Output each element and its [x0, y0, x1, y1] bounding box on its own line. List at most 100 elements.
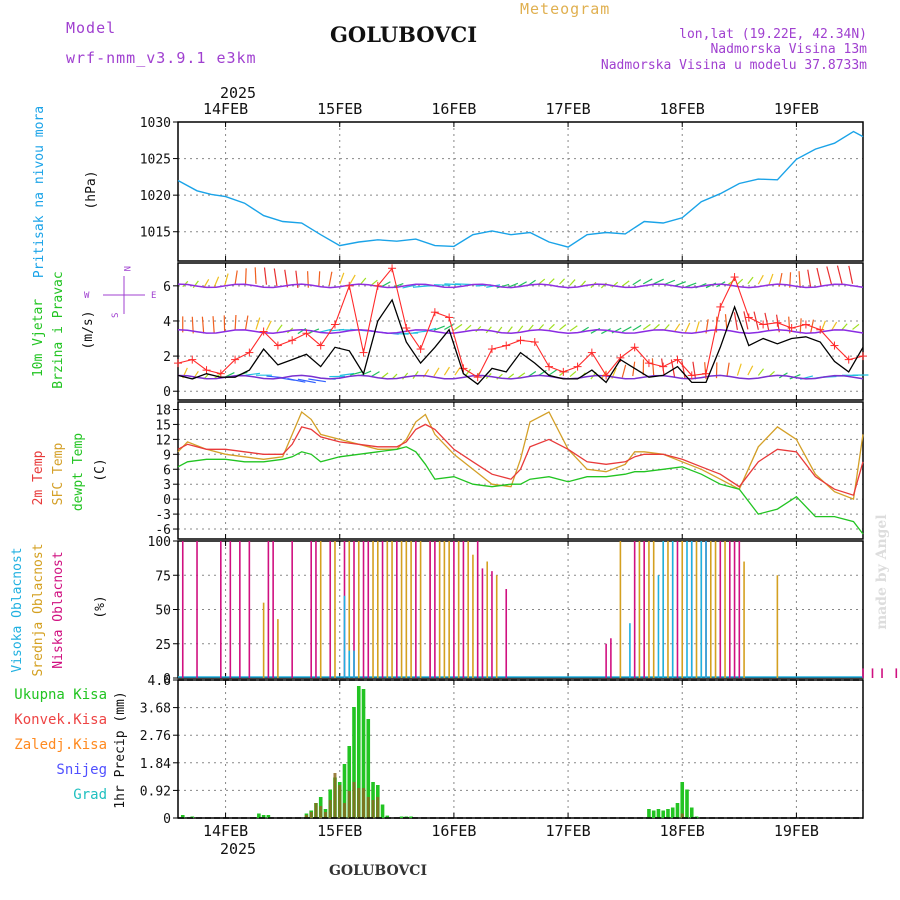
wind-direction-arrow: [663, 324, 670, 331]
wind-direction-arrow: [287, 378, 306, 383]
wind-direction-arrow: [569, 325, 578, 332]
wind-direction-arrow: [621, 364, 627, 378]
convective-precip-bar: [366, 797, 370, 818]
convective-precip-bar: [357, 788, 361, 818]
compass-south: S: [111, 313, 121, 318]
wind-ylabel: 10m Vjetar: [31, 299, 46, 377]
convective-precip-bar: [333, 773, 337, 818]
total-precip-bar: [399, 816, 404, 818]
total-precip-bar: [675, 803, 680, 818]
wind-direction-arrow: [737, 278, 744, 285]
wind-direction-arrow: [273, 268, 278, 287]
wind-band-line: [177, 374, 864, 380]
convective-precip-bar: [347, 791, 351, 818]
wind-frame: [177, 262, 864, 401]
temperature-ytick-label: -3: [155, 508, 171, 523]
wind-direction-arrow: [841, 323, 848, 330]
wind-direction-arrow: [517, 372, 526, 379]
wind-direction-arrow: [757, 368, 764, 376]
cloud-units: (%): [93, 595, 108, 618]
wind-direction-arrow: [726, 362, 730, 377]
total-precip-bar: [385, 815, 390, 818]
day-label-top: 14FEB: [203, 100, 248, 118]
precip-ytick-label: 0: [163, 812, 171, 827]
temperature-ytick-label: 3: [163, 478, 171, 493]
wind-direction-arrow: [642, 278, 653, 285]
convective-precip-bar: [680, 813, 684, 818]
day-label-top: 17FEB: [545, 100, 590, 118]
wind-ytick-label: 4: [163, 315, 171, 330]
compass-east: E: [151, 291, 156, 301]
wind-direction-arrow: [381, 372, 389, 379]
wind-direction-arrow: [831, 321, 838, 331]
wind-direction-arrow: [370, 279, 378, 286]
convective-precip-bar: [309, 812, 313, 818]
footer-station: GOLUBOVCI: [329, 863, 427, 879]
day-label-top: 18FEB: [660, 100, 705, 118]
wind-direction-arrow: [212, 316, 215, 333]
total-precip-bar: [409, 816, 413, 818]
wind-direction-arrow: [339, 372, 355, 377]
total-precip-bar: [352, 707, 356, 818]
convective-precip-bar: [352, 782, 356, 818]
legend-convective: Konvek.Kisa: [14, 712, 107, 728]
day-label-bottom: 15FEB: [317, 822, 362, 840]
wind-direction-arrow: [454, 323, 463, 330]
total-precip-bar: [651, 810, 656, 818]
precip-ylabel: 1hr Precip (mm): [113, 691, 128, 808]
wind-direction-arrow: [464, 324, 472, 331]
wind-direction-arrow: [694, 321, 700, 334]
total-precip-bar: [666, 809, 670, 818]
wind-direction-arrow: [496, 283, 510, 289]
temperature-ytick-label: 0: [163, 493, 171, 508]
wind-direction-arrow: [265, 320, 272, 331]
day-label-bottom: 17FEB: [545, 822, 590, 840]
low-cloud-ylabel: Niska Oblacnost: [51, 551, 66, 668]
wind-direction-arrow: [768, 273, 774, 286]
wind-direction-arrow: [308, 378, 326, 383]
wind-band-line: [177, 328, 864, 335]
precip-ytick-label: 1.84: [140, 757, 171, 772]
wind-direction-arrow: [559, 324, 567, 331]
high-cloud-ylabel: Visoka Oblacnost: [10, 547, 25, 672]
wind-direction-arrow: [651, 358, 655, 376]
wind-direction-arrow: [548, 369, 557, 376]
wind-direction-arrow: [621, 280, 630, 287]
compass-west: W: [84, 291, 90, 301]
convective-precip-bar: [314, 803, 318, 818]
dewpt-line: [177, 446, 864, 535]
temperature-frame: [177, 401, 864, 540]
wind-direction-arrow: [339, 272, 345, 285]
wind-direction-arrow: [653, 323, 660, 330]
convective-precip-bar: [371, 800, 375, 818]
temperature-ytick-label: 6: [163, 463, 171, 478]
signature: made by Angel: [874, 514, 890, 629]
day-label-top: 16FEB: [431, 100, 476, 118]
precip-panel: 0 0.92 1.84 2.76 3.68 4.6: [140, 674, 864, 827]
wind-direction-arrow: [350, 371, 363, 376]
day-label-bottom: 16FEB: [431, 822, 476, 840]
total-precip-bar: [685, 789, 689, 818]
wind-direction-arrow: [692, 361, 697, 380]
lonlat-text: lon,lat (19.22E, 42.34N): [679, 27, 867, 42]
convective-precip-bar: [338, 785, 342, 818]
pressure-units: (hPa): [84, 170, 99, 209]
wind-direction-arrow: [433, 284, 451, 286]
clouds-ytick-label: 100: [148, 535, 171, 550]
total-precip-bar: [366, 719, 371, 818]
convective-precip-bar: [376, 797, 380, 818]
wind-direction-arrow: [622, 326, 632, 333]
convective-precip-bar: [342, 803, 346, 818]
convective-precip-bar: [319, 806, 323, 818]
wind-ylabel2: Brzina i Pravac: [51, 271, 66, 388]
wind-direction-arrow: [632, 361, 636, 377]
pressure-ytick-label: 1025: [140, 153, 171, 168]
wind-direction-arrow: [653, 278, 664, 285]
total-precip-bar: [656, 809, 661, 818]
total-precip-bar: [380, 804, 385, 818]
panels: 10151020102510300246-6-30369121518025507…: [140, 116, 898, 827]
pressure-frame: [177, 121, 864, 262]
compass-north: N: [121, 266, 131, 271]
total-precip-bar: [257, 813, 261, 818]
pressure-panel: 1015 1020 1025 1030: [140, 116, 864, 262]
